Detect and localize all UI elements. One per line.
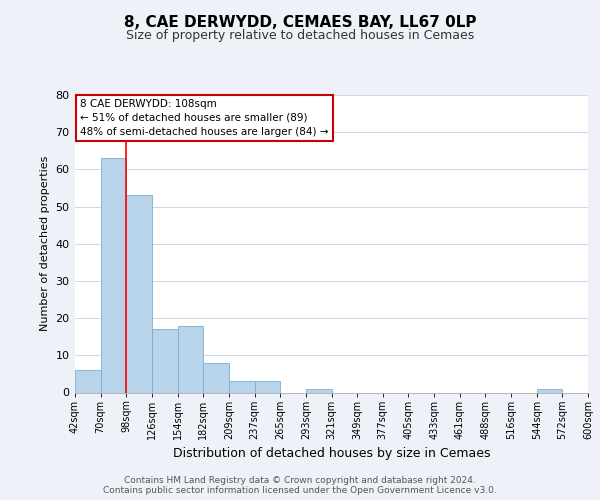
Bar: [306, 389, 331, 392]
Text: 8 CAE DERWYDD: 108sqm
← 51% of detached houses are smaller (89)
48% of semi-deta: 8 CAE DERWYDD: 108sqm ← 51% of detached …: [80, 98, 329, 136]
Bar: [229, 382, 254, 392]
Bar: [152, 330, 178, 392]
Text: Contains public sector information licensed under the Open Government Licence v3: Contains public sector information licen…: [103, 486, 497, 495]
Bar: [254, 382, 280, 392]
X-axis label: Distribution of detached houses by size in Cemaes: Distribution of detached houses by size …: [173, 448, 490, 460]
Bar: [75, 370, 101, 392]
Bar: [203, 363, 229, 392]
Text: 8, CAE DERWYDD, CEMAES BAY, LL67 0LP: 8, CAE DERWYDD, CEMAES BAY, LL67 0LP: [124, 15, 476, 30]
Bar: [178, 326, 203, 392]
Bar: [537, 389, 562, 392]
Bar: [127, 196, 152, 392]
Y-axis label: Number of detached properties: Number of detached properties: [40, 156, 50, 332]
Text: Size of property relative to detached houses in Cemaes: Size of property relative to detached ho…: [126, 29, 474, 42]
Bar: [101, 158, 127, 392]
Text: Contains HM Land Registry data © Crown copyright and database right 2024.: Contains HM Land Registry data © Crown c…: [124, 476, 476, 485]
